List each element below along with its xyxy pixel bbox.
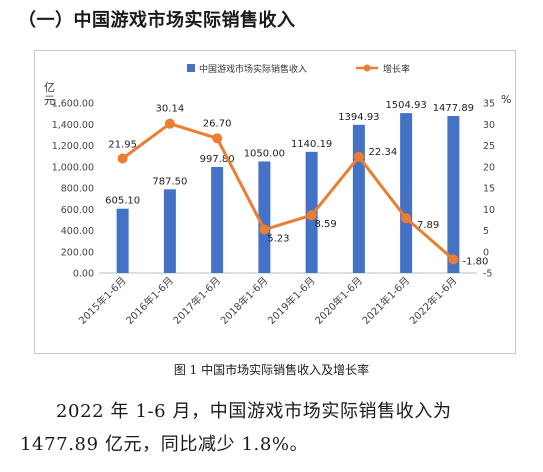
growth-rate-point — [353, 151, 364, 162]
category-label: 2020年1-6月 — [312, 274, 365, 327]
growth-rate-point — [306, 210, 317, 221]
growth-rate-label: 8.59 — [314, 219, 336, 230]
category-label: 2017年1-6月 — [170, 274, 223, 327]
growth-rate-point — [117, 153, 128, 164]
revenue-bar — [211, 166, 224, 273]
revenue-bar — [352, 124, 365, 273]
revenue-bar — [258, 161, 271, 273]
left-axis-tick-label: 400.00 — [61, 226, 94, 237]
revenue-bar-label: 997.80 — [200, 154, 235, 165]
growth-rate-point — [259, 224, 270, 235]
right-axis-tick-label: 5 — [483, 226, 489, 237]
revenue-bar-label: 605.10 — [105, 196, 140, 207]
category-label: 2016年1-6月 — [123, 274, 176, 327]
growth-rate-label: 7.89 — [417, 220, 439, 231]
left-axis-tick-label: 1,000.00 — [52, 162, 94, 173]
revenue-bar-label: 787.50 — [152, 176, 187, 187]
left-axis-tick-label: 1,200.00 — [52, 141, 94, 152]
category-label: 2022年1-6月 — [407, 274, 460, 327]
growth-rate-label: 30.14 — [156, 104, 185, 115]
growth-rate-line — [121, 122, 455, 261]
growth-rate-label: 26.70 — [203, 118, 232, 129]
right-axis-tick-label: 10 — [483, 205, 495, 216]
growth-rate-label: -1.80 — [462, 256, 488, 267]
chart-frame: 中国游戏市场实际销售收入 增长率亿元% 0.00 200.00 400.00 600.00… — [34, 50, 516, 354]
growth-rate-label: 5.23 — [267, 234, 289, 245]
left-axis-unit-label: 元 — [44, 94, 55, 107]
right-axis-tick-label: 25 — [483, 141, 495, 152]
left-axis-tick-label: 1,400.00 — [52, 120, 94, 131]
category-label: 2018年1-6月 — [218, 274, 271, 327]
left-axis-tick-label: 0.00 — [73, 269, 94, 280]
right-axis-tick-label: 30 — [483, 120, 495, 131]
left-axis-tick-label: 200.00 — [61, 247, 94, 258]
revenue-bar-label: 1477.89 — [433, 103, 474, 114]
growth-rate-point — [212, 133, 223, 144]
growth-rate-point — [401, 213, 412, 224]
summary-paragraph: 2022 年 1-6 月，中国游戏市场实际销售收入为 1477.89 亿元，同比… — [20, 401, 452, 455]
right-axis-tick-label: 20 — [483, 162, 495, 173]
legend-bar-label: 中国游戏市场实际销售收入 — [199, 63, 307, 75]
right-axis-tick-label: -5 — [483, 269, 492, 280]
left-axis-tick-label: 1,600.00 — [52, 99, 94, 110]
revenue-bar-label: 1050.00 — [244, 148, 285, 159]
revenue-bar — [447, 115, 460, 274]
growth-rate-point — [448, 254, 459, 265]
legend-line-label: 增长率 — [383, 63, 410, 75]
growth-rate-point — [164, 118, 175, 129]
growth-rate-label: 22.34 — [369, 147, 398, 158]
revenue-bar-label: 1504.93 — [385, 100, 426, 111]
figure-caption: 图 1 中国市场实际销售收入及增长率 — [173, 363, 370, 377]
left-axis-tick-label: 600.00 — [61, 205, 94, 216]
category-label: 2019年1-6月 — [265, 274, 318, 327]
right-axis-unit-label: % — [501, 93, 511, 106]
category-label: 2015年1-6月 — [76, 274, 129, 327]
revenue-bar — [116, 208, 129, 273]
revenue-bar — [163, 189, 176, 273]
right-axis-tick-label: 0 — [483, 247, 489, 258]
revenue-bar-label: 1140.19 — [291, 139, 332, 150]
revenue-bar — [400, 113, 413, 273]
right-axis-tick-label: 15 — [483, 184, 495, 195]
revenue-bar-label: 1394.93 — [338, 112, 379, 123]
left-axis-unit-label: 亿 — [44, 81, 55, 94]
legend-line-marker — [363, 64, 371, 72]
category-label: 2021年1-6月 — [359, 274, 412, 327]
right-axis-tick-label: 35 — [483, 99, 495, 110]
section-heading: （一）中国游戏市场实际销售收入 — [18, 10, 296, 31]
left-axis-tick-label: 800.00 — [61, 184, 94, 195]
legend-bar-swatch — [187, 64, 195, 72]
growth-rate-label: 21.95 — [108, 139, 137, 150]
